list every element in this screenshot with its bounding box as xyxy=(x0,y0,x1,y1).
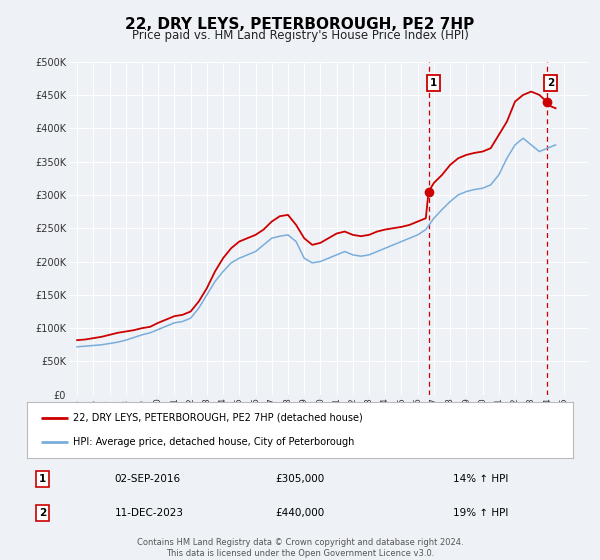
Text: HPI: Average price, detached house, City of Peterborough: HPI: Average price, detached house, City… xyxy=(73,437,355,447)
Text: 19% ↑ HPI: 19% ↑ HPI xyxy=(453,508,508,518)
Text: This data is licensed under the Open Government Licence v3.0.: This data is licensed under the Open Gov… xyxy=(166,549,434,558)
Text: 02-SEP-2016: 02-SEP-2016 xyxy=(115,474,181,484)
Text: 1: 1 xyxy=(38,474,46,484)
Text: 22, DRY LEYS, PETERBOROUGH, PE2 7HP: 22, DRY LEYS, PETERBOROUGH, PE2 7HP xyxy=(125,17,475,32)
Text: 22, DRY LEYS, PETERBOROUGH, PE2 7HP (detached house): 22, DRY LEYS, PETERBOROUGH, PE2 7HP (det… xyxy=(73,413,363,423)
Text: 1: 1 xyxy=(430,78,437,88)
Text: 14% ↑ HPI: 14% ↑ HPI xyxy=(453,474,508,484)
Text: Contains HM Land Registry data © Crown copyright and database right 2024.: Contains HM Land Registry data © Crown c… xyxy=(137,538,463,547)
Text: 2: 2 xyxy=(38,508,46,518)
Text: 2: 2 xyxy=(547,78,554,88)
Text: Price paid vs. HM Land Registry's House Price Index (HPI): Price paid vs. HM Land Registry's House … xyxy=(131,29,469,42)
Text: £305,000: £305,000 xyxy=(275,474,325,484)
Text: £440,000: £440,000 xyxy=(275,508,325,518)
Text: 11-DEC-2023: 11-DEC-2023 xyxy=(115,508,184,518)
